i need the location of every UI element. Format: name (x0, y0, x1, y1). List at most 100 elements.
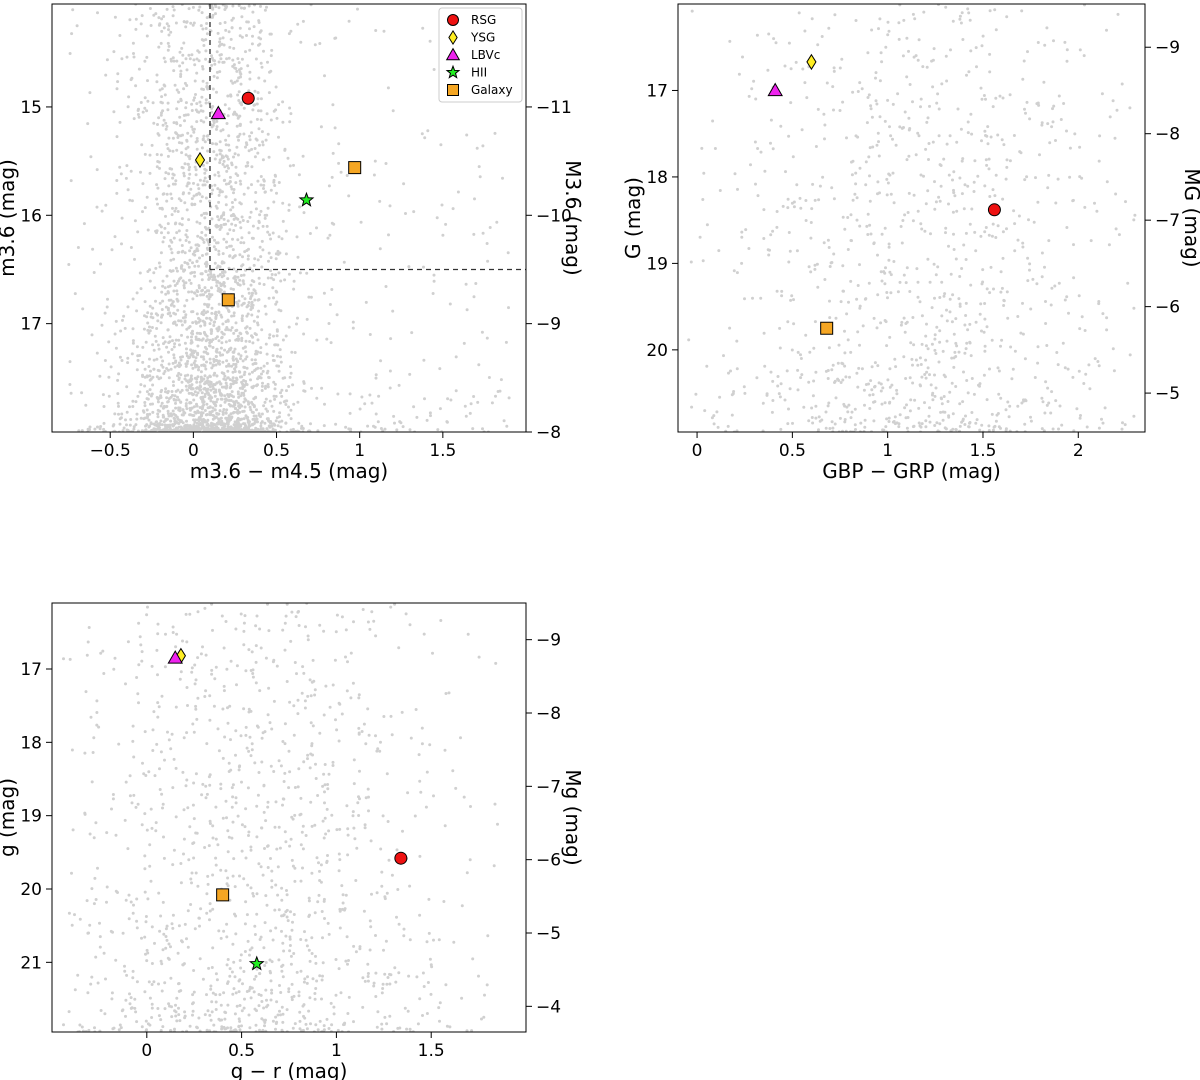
field-star (225, 5, 229, 8)
field-star (201, 27, 205, 31)
field-star (178, 115, 182, 119)
field-star (183, 424, 187, 428)
field-star (241, 359, 245, 363)
field-star (298, 271, 302, 275)
field-star (346, 1012, 350, 1015)
field-star (125, 423, 128, 427)
field-star (884, 45, 888, 49)
field-star (936, 92, 940, 96)
field-star (712, 422, 716, 426)
field-star (251, 108, 255, 112)
field-star (174, 815, 178, 819)
field-star (235, 69, 239, 73)
field-star (1036, 361, 1040, 365)
field-star (129, 418, 133, 421)
field-star (158, 88, 162, 92)
field-star (257, 771, 261, 774)
field-star (210, 409, 214, 413)
field-star (211, 386, 215, 390)
field-star (179, 99, 183, 103)
field-star (1098, 134, 1102, 138)
field-star (163, 226, 167, 230)
field-star (985, 325, 989, 329)
field-star (147, 425, 151, 429)
field-star (213, 173, 217, 177)
field-star (917, 406, 921, 410)
field-star (118, 1023, 122, 1027)
field-star (1044, 300, 1047, 303)
field-star (257, 21, 261, 24)
field-star (210, 4, 214, 8)
field-star (182, 20, 186, 24)
field-star (129, 169, 133, 173)
field-star (281, 120, 285, 124)
field-star (222, 1025, 226, 1029)
field-star (1045, 344, 1049, 347)
field-star (1124, 200, 1127, 204)
field-star (147, 331, 151, 335)
field-star (1004, 427, 1008, 431)
field-star (251, 335, 255, 339)
field-star (274, 800, 278, 804)
field-star (139, 383, 143, 387)
field-star (988, 52, 992, 56)
field-star (363, 402, 367, 406)
field-star (202, 293, 205, 297)
field-star (198, 1029, 202, 1032)
field-star (335, 613, 339, 617)
field-star (178, 124, 182, 127)
field-star (1084, 372, 1088, 376)
field-star (988, 367, 991, 371)
field-star (88, 923, 92, 927)
field-star (184, 313, 188, 317)
field-star (192, 398, 196, 402)
field-star (804, 199, 808, 202)
field-star (68, 360, 72, 364)
background-stars (67, 4, 511, 432)
field-star (204, 233, 208, 237)
field-star (189, 187, 193, 191)
field-star (181, 61, 185, 65)
field-star (224, 28, 228, 32)
field-star (200, 213, 204, 217)
field-star (227, 761, 231, 765)
field-star (200, 87, 204, 91)
field-star (258, 42, 262, 46)
field-star (687, 338, 691, 342)
field-star (156, 632, 160, 636)
field-star (185, 235, 189, 239)
field-star (1101, 312, 1105, 316)
field-star (197, 286, 201, 290)
field-star (212, 324, 216, 327)
field-star (277, 271, 281, 275)
field-star (307, 1009, 311, 1013)
field-star (258, 938, 262, 941)
field-star (275, 290, 279, 294)
field-star (1117, 233, 1121, 237)
field-star (315, 338, 319, 342)
field-star (198, 221, 202, 225)
field-star (307, 896, 311, 900)
field-star (262, 283, 266, 286)
axes-frame (51, 3, 527, 433)
field-star (197, 264, 200, 268)
field-star (192, 392, 195, 396)
field-star (217, 339, 221, 343)
field-star (273, 184, 277, 187)
field-star (855, 218, 859, 222)
field-star (766, 68, 770, 72)
field-star (265, 224, 269, 228)
field-star (253, 4, 256, 7)
field-star (113, 332, 117, 336)
field-star (241, 982, 244, 986)
field-star (141, 110, 145, 114)
field-star (313, 688, 317, 692)
field-star (163, 84, 167, 88)
field-star (111, 930, 114, 934)
field-star (132, 117, 136, 121)
field-star (293, 866, 297, 870)
field-star (348, 392, 352, 396)
field-star (243, 922, 247, 926)
field-star (269, 54, 273, 58)
field-star (266, 369, 270, 373)
